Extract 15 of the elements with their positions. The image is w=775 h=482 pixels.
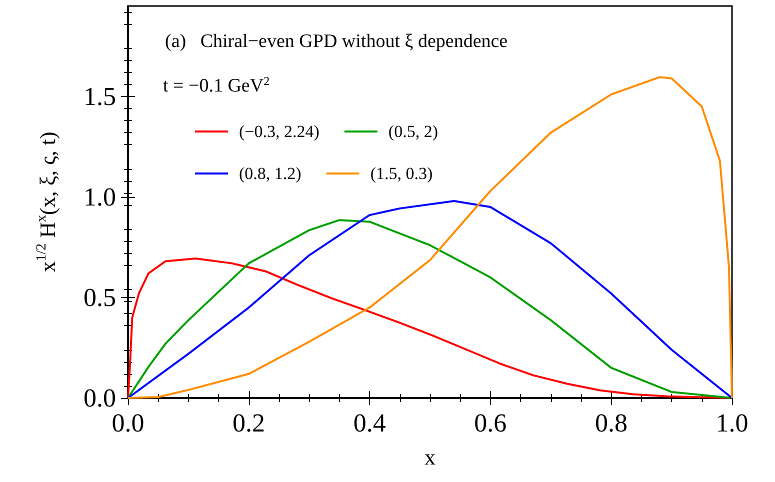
x-axis-title: x: [424, 444, 436, 470]
y-tick-label: 1.5: [84, 82, 116, 111]
x-tick-label: 0.8: [594, 408, 628, 438]
legend-label: (1.5, 0.3): [370, 164, 433, 183]
text: (a) Chiral−even GPD without ξ dependence: [165, 31, 508, 52]
x-tick-label: 0.2: [232, 408, 266, 438]
x-tick-label: 1.0: [716, 408, 748, 438]
x-tick-label: 0.4: [353, 408, 386, 438]
y-tick-label: 0.5: [84, 282, 116, 312]
y-axis-title: x1/2 Hx(x, ξ, ς, t): [34, 132, 60, 272]
legend-label: (0.5, 2): [388, 122, 438, 141]
x-tick-label: 0.6: [474, 408, 507, 438]
legend-label: (−0.3, 2.24): [239, 122, 320, 141]
y-tick-label: 1.0: [84, 182, 116, 212]
legend-label: (0.8, 1.2): [239, 164, 302, 183]
